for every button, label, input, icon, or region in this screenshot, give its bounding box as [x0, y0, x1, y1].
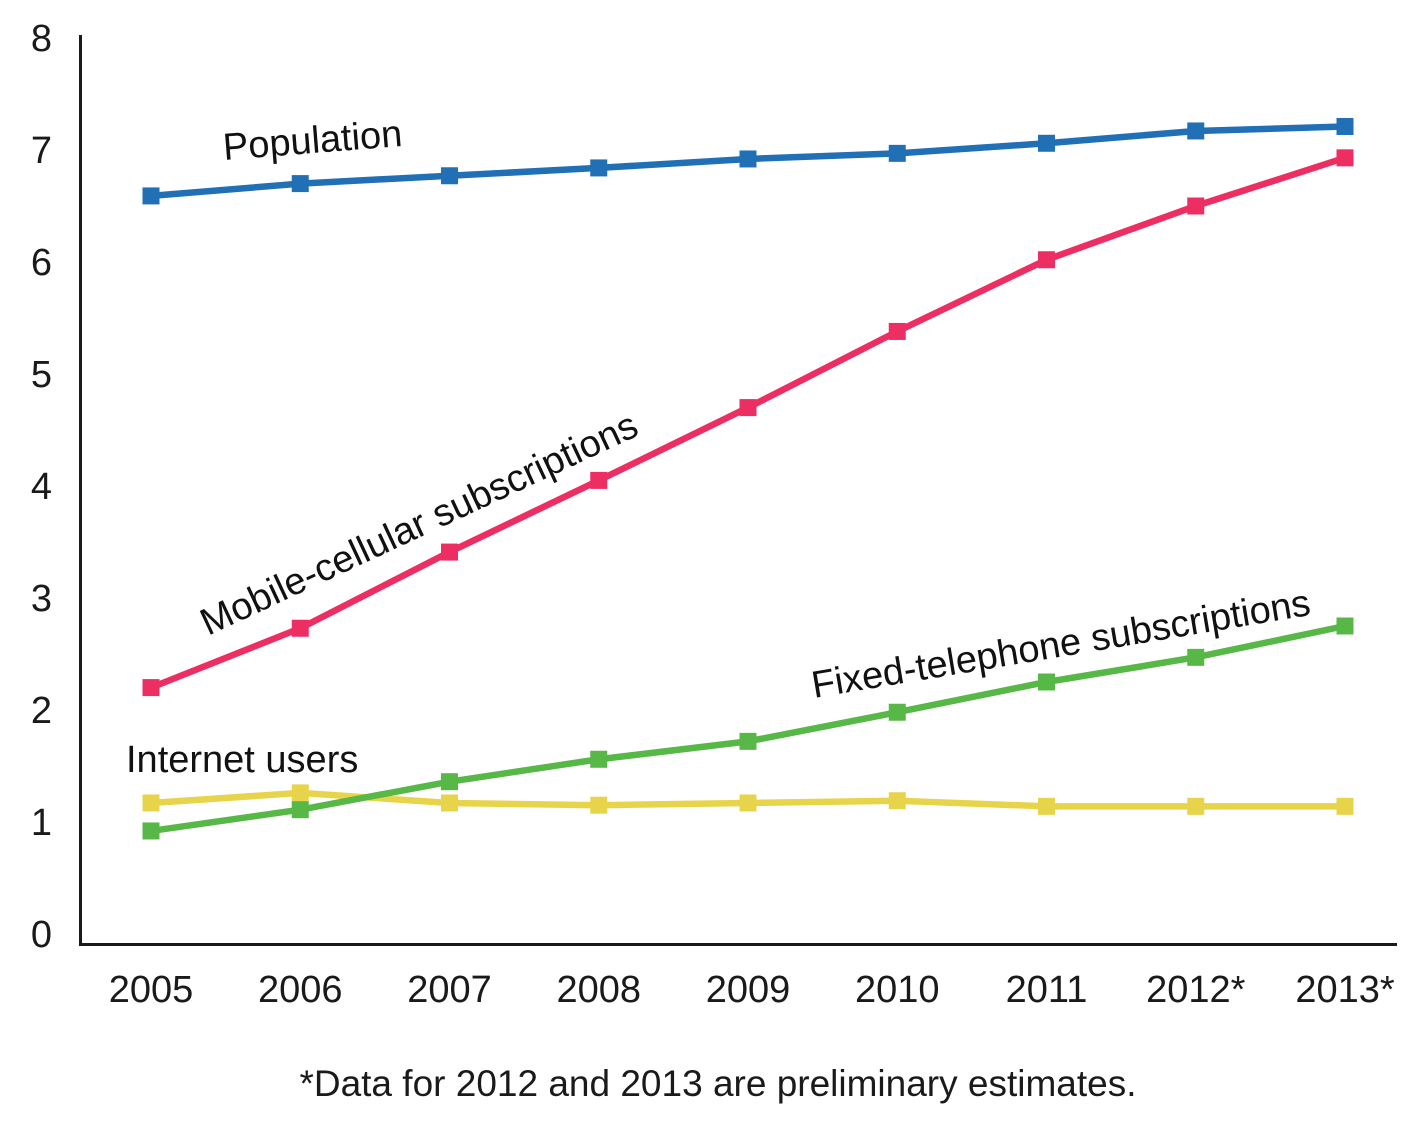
data-point-fixed-telephone-subscriptions-2010 — [888, 703, 906, 721]
data-point-fixed-telephone-subscriptions-2013 — [1336, 617, 1354, 635]
data-point-fixed-telephone-subscriptions-2005 — [142, 822, 160, 840]
data-point-fixed-telephone-subscriptions-2009 — [739, 732, 757, 750]
series-mobile-cellular-subscriptions — [142, 149, 1354, 697]
axes — [79, 35, 1397, 946]
y-tick-label-2: 2 — [31, 690, 52, 732]
x-tick-label-2013: 2013* — [1295, 969, 1395, 1011]
x-tick-label-2005: 2005 — [109, 969, 194, 1011]
y-tick-label-3: 3 — [31, 578, 52, 620]
data-point-mobile-cellular-subscriptions-2010 — [888, 322, 906, 340]
data-point-population-2010 — [888, 144, 906, 162]
data-point-mobile-cellular-subscriptions-2007 — [441, 543, 458, 561]
data-point-population-2011 — [1038, 134, 1055, 152]
data-point-population-2006 — [291, 175, 309, 193]
data-point-population-2007 — [441, 167, 458, 185]
data-point-internet-users-2011 — [1038, 797, 1055, 815]
series-label-internet-users: Internet users — [126, 739, 358, 781]
y-tick-label-7: 7 — [31, 130, 52, 172]
x-tick-label-2006: 2006 — [258, 969, 343, 1011]
data-point-fixed-telephone-subscriptions-2007 — [441, 773, 458, 791]
data-point-internet-users-2006 — [291, 784, 309, 802]
x-tick-label-2007: 2007 — [407, 969, 492, 1011]
series-fixed-telephone-subscriptions — [142, 617, 1354, 840]
x-tick-label-2012: 2012* — [1146, 969, 1246, 1011]
data-point-mobile-cellular-subscriptions-2012 — [1187, 197, 1205, 215]
data-point-internet-users-2012 — [1187, 797, 1205, 815]
data-point-fixed-telephone-subscriptions-2012 — [1187, 648, 1205, 666]
data-point-mobile-cellular-subscriptions-2005 — [142, 679, 160, 697]
axis-lines — [79, 35, 1397, 946]
data-point-internet-users-2005 — [142, 794, 160, 812]
series-internet-users — [142, 784, 1354, 815]
y-tick-label-1: 1 — [31, 802, 52, 844]
data-point-fixed-telephone-subscriptions-2008 — [590, 750, 608, 768]
footnote: *Data for 2012 and 2013 are preliminary … — [299, 1063, 1136, 1104]
data-point-internet-users-2013 — [1336, 797, 1354, 815]
data-point-mobile-cellular-subscriptions-2006 — [291, 619, 309, 637]
data-point-mobile-cellular-subscriptions-2008 — [590, 471, 608, 489]
data-point-population-2012 — [1187, 122, 1205, 140]
data-point-internet-users-2010 — [888, 792, 906, 810]
data-point-mobile-cellular-subscriptions-2011 — [1038, 251, 1055, 269]
data-series — [142, 117, 1354, 840]
data-point-internet-users-2007 — [441, 794, 458, 812]
y-tick-label-0: 0 — [31, 914, 52, 956]
y-tick-label-4: 4 — [31, 466, 52, 508]
data-point-mobile-cellular-subscriptions-2009 — [739, 399, 757, 417]
series-population — [142, 117, 1354, 205]
data-point-population-2008 — [590, 159, 608, 177]
y-axis-tick-labels: 0 1 2 3 4 5 6 7 8 — [31, 18, 52, 956]
x-axis-tick-labels: 2005 2006 2007 2008 2009 2010 2011 2012* 2013* — [109, 969, 1395, 1011]
y-tick-label-5: 5 — [31, 354, 52, 396]
data-point-population-2009 — [739, 150, 757, 168]
data-point-population-2013 — [1336, 117, 1354, 135]
series-label-mobile-cellular-subscriptions: Mobile-cellular subscriptions — [194, 404, 644, 644]
data-point-internet-users-2009 — [739, 794, 757, 812]
y-tick-label-6: 6 — [31, 242, 52, 284]
data-point-internet-users-2008 — [590, 796, 608, 814]
series-label-population: Population — [221, 113, 403, 169]
x-tick-label-2011: 2011 — [1006, 969, 1088, 1011]
x-tick-label-2008: 2008 — [556, 969, 641, 1011]
data-point-fixed-telephone-subscriptions-2006 — [291, 801, 309, 819]
data-point-mobile-cellular-subscriptions-2013 — [1336, 149, 1354, 167]
series-label-fixed-telephone-subscriptions: Fixed-telephone subscriptions — [809, 582, 1314, 707]
series-labels: Population Mobile-cellular subscriptions… — [126, 113, 1313, 781]
data-point-population-2005 — [142, 187, 160, 205]
y-tick-label-8: 8 — [31, 18, 52, 60]
x-tick-label-2010: 2010 — [855, 969, 940, 1011]
x-tick-label-2009: 2009 — [706, 969, 791, 1011]
data-point-fixed-telephone-subscriptions-2011 — [1038, 673, 1055, 691]
